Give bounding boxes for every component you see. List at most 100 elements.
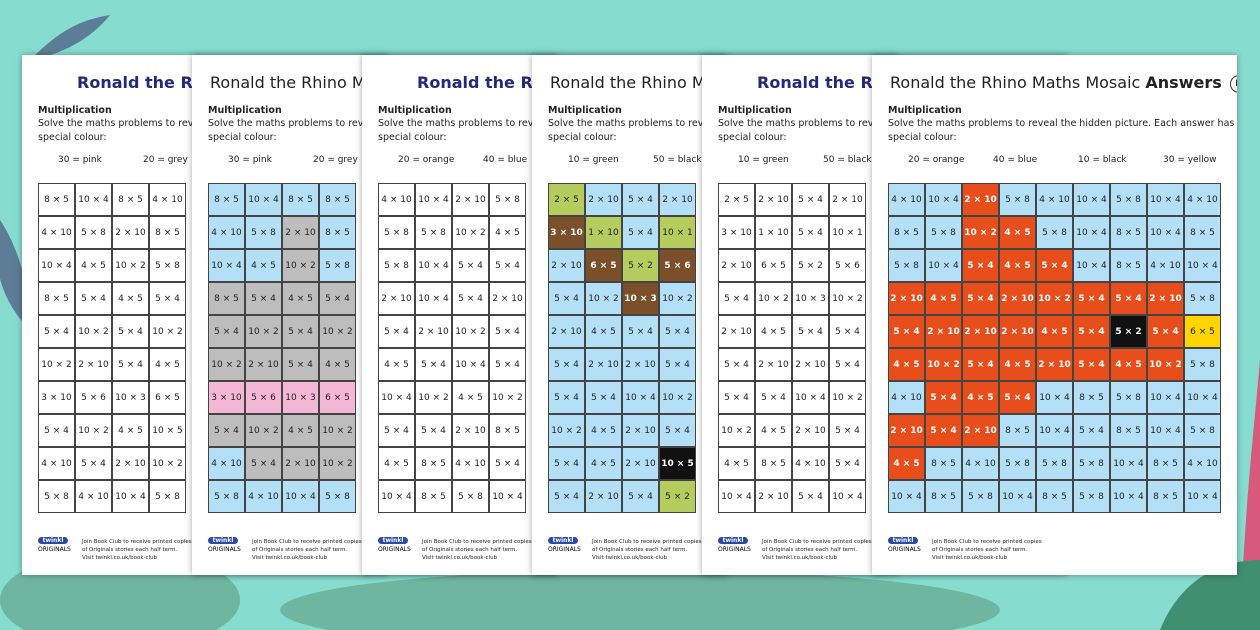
- mosaic-cell: 4 × 5: [888, 348, 925, 381]
- mosaic-cell: 8 × 5: [755, 447, 792, 480]
- mosaic-cell: 10 × 2: [548, 414, 585, 447]
- mosaic-cell: 5 × 4: [112, 315, 149, 348]
- mosaic-cell: 4 × 10: [452, 447, 489, 480]
- mosaic-cell: 5 × 4: [38, 315, 75, 348]
- logo-sub: ORIGINALS: [548, 546, 581, 553]
- instructions: special colour:: [208, 132, 277, 143]
- mosaic-cell: 8 × 5: [1147, 447, 1184, 480]
- mosaic-cell: 4 × 10: [208, 447, 245, 480]
- mosaic-cell: 10 × 4: [1184, 249, 1221, 282]
- logo-sub: ORIGINALS: [888, 546, 921, 553]
- mosaic-cell: 5 × 4: [792, 480, 829, 513]
- mosaic-cell: 3 × 10: [38, 381, 75, 414]
- mosaic-cell: 5 × 8: [378, 216, 415, 249]
- mosaic-cell: 10 × 4: [999, 480, 1036, 513]
- mosaic-cell: 8 × 5: [208, 282, 245, 315]
- footer-text: of Originals stories each half term.: [82, 547, 178, 553]
- mosaic-cell: 10 × 4: [1184, 381, 1221, 414]
- mosaic-cell: 2 × 10: [112, 216, 149, 249]
- footer-text: Join Book Club to receive printed copies: [82, 539, 192, 545]
- mosaic-cell: 10 × 4: [452, 348, 489, 381]
- mosaic-cell: 5 × 4: [319, 282, 356, 315]
- mosaic-cell: 4 × 5: [282, 282, 319, 315]
- logo-sub: ORIGINALS: [718, 546, 751, 553]
- mosaic-cell: 5 × 4: [792, 216, 829, 249]
- mosaic-cell: 5 × 4: [548, 348, 585, 381]
- mosaic-cell: 10 × 2: [659, 282, 696, 315]
- mosaic-cell: 5 × 8: [489, 183, 526, 216]
- mosaic-cell: 2 × 10: [378, 282, 415, 315]
- mosaic-cell: 2 × 10: [718, 249, 755, 282]
- mosaic-cell: 4 × 10: [792, 447, 829, 480]
- mosaic-cell: 2 × 10: [962, 414, 999, 447]
- mosaic-cell: 10 × 2: [149, 315, 186, 348]
- mosaic-cell: 10 × 4: [888, 480, 925, 513]
- mosaic-cell: 5 × 4: [718, 381, 755, 414]
- mosaic-cell: 10 × 2: [149, 447, 186, 480]
- logo-word: twinkl: [718, 537, 748, 544]
- mosaic-cell: 4 × 5: [75, 249, 112, 282]
- instructions: Solve the maths problems to revea: [548, 118, 716, 129]
- colour-key: 30 = pink: [58, 155, 102, 165]
- mosaic-cell: 5 × 4: [282, 315, 319, 348]
- title-text: Ronald the Rhino Mos: [210, 73, 384, 92]
- mosaic-cell: 10 × 2: [962, 216, 999, 249]
- colour-key: 20 = grey: [313, 155, 358, 165]
- mosaic-cell: 5 × 4: [548, 480, 585, 513]
- colour-key: 30 = yellow: [1163, 155, 1217, 165]
- mosaic-cell: 2 × 10: [1147, 282, 1184, 315]
- sheet-title: Ronald the Rh: [417, 73, 544, 92]
- mosaic-cell: 2 × 10: [999, 282, 1036, 315]
- mosaic-cell: 4 × 5: [925, 282, 962, 315]
- mosaic-cell: 5 × 4: [622, 216, 659, 249]
- mosaic-cell: 4 × 10: [38, 447, 75, 480]
- mosaic-cell: 5 × 4: [548, 381, 585, 414]
- mosaic-cell: 10 × 2: [452, 315, 489, 348]
- footer-text: Visit twinkl.co.uk/book-club: [932, 555, 1008, 561]
- mosaic-cell: 2 × 10: [999, 315, 1036, 348]
- mosaic-cell: 5 × 4: [245, 282, 282, 315]
- mosaic-cell: 5 × 8: [999, 183, 1036, 216]
- mosaic-cell: 5 × 4: [829, 447, 866, 480]
- mosaic-cell: 10 × 4: [489, 480, 526, 513]
- worksheet: Ronald the Rhino Maths Mosaic Answers B Mu…: [872, 55, 1237, 575]
- mosaic-cell: 4 × 5: [319, 348, 356, 381]
- mosaic-cell: 8 × 5: [1036, 480, 1073, 513]
- mosaic-cell: 10 × 4: [1147, 183, 1184, 216]
- mosaic-cell: 10 × 3: [622, 282, 659, 315]
- mosaic-cell: 8 × 5: [208, 183, 245, 216]
- mosaic-cell: 5 × 8: [208, 480, 245, 513]
- mosaic-cell: 5 × 8: [149, 480, 186, 513]
- mosaic-cell: 5 × 8: [245, 216, 282, 249]
- mosaic-cell: 10 × 2: [208, 348, 245, 381]
- title-text: Ronald the Rhino Maths Mosaic: [890, 73, 1146, 92]
- footer-text: of Originals stories each half term.: [932, 547, 1028, 553]
- mosaic-cell: 2 × 10: [962, 183, 999, 216]
- footer-text: Visit twinkl.co.uk/book-club: [82, 555, 158, 561]
- mosaic-cell: 5 × 4: [208, 414, 245, 447]
- mosaic-cell: 5 × 8: [319, 480, 356, 513]
- mosaic-cell: 10 × 4: [415, 183, 452, 216]
- mosaic-cell: 10 × 2: [1147, 348, 1184, 381]
- mosaic-cell: 4 × 5: [585, 414, 622, 447]
- mosaic-cell: 10 × 4: [1036, 381, 1073, 414]
- footer-text: Join Book Club to receive printed copies: [932, 539, 1042, 545]
- logo-word: twinkl: [208, 537, 238, 544]
- subtitle: Multiplication: [888, 105, 962, 116]
- mosaic-cell: 5 × 4: [378, 414, 415, 447]
- mosaic-cell: 4 × 10: [1184, 447, 1221, 480]
- mosaic-cell: 2 × 10: [112, 447, 149, 480]
- logo: twinkl ORIGINALS: [38, 537, 71, 561]
- mosaic-cell: 5 × 2: [622, 249, 659, 282]
- colour-key: 50 = black: [823, 155, 872, 165]
- mosaic-cell: 2 × 10: [1036, 348, 1073, 381]
- mosaic-cell: 5 × 8: [1073, 480, 1110, 513]
- mosaic-cell: 2 × 10: [755, 480, 792, 513]
- mosaic-cell: 10 × 2: [282, 249, 319, 282]
- mosaic-cell: 2 × 10: [585, 480, 622, 513]
- mosaic-cell: 5 × 4: [548, 447, 585, 480]
- instructions: special colour:: [38, 132, 107, 143]
- mosaic-cell: 5 × 4: [718, 282, 755, 315]
- mosaic-cell: 5 × 8: [1036, 216, 1073, 249]
- mosaic-cell: 5 × 6: [245, 381, 282, 414]
